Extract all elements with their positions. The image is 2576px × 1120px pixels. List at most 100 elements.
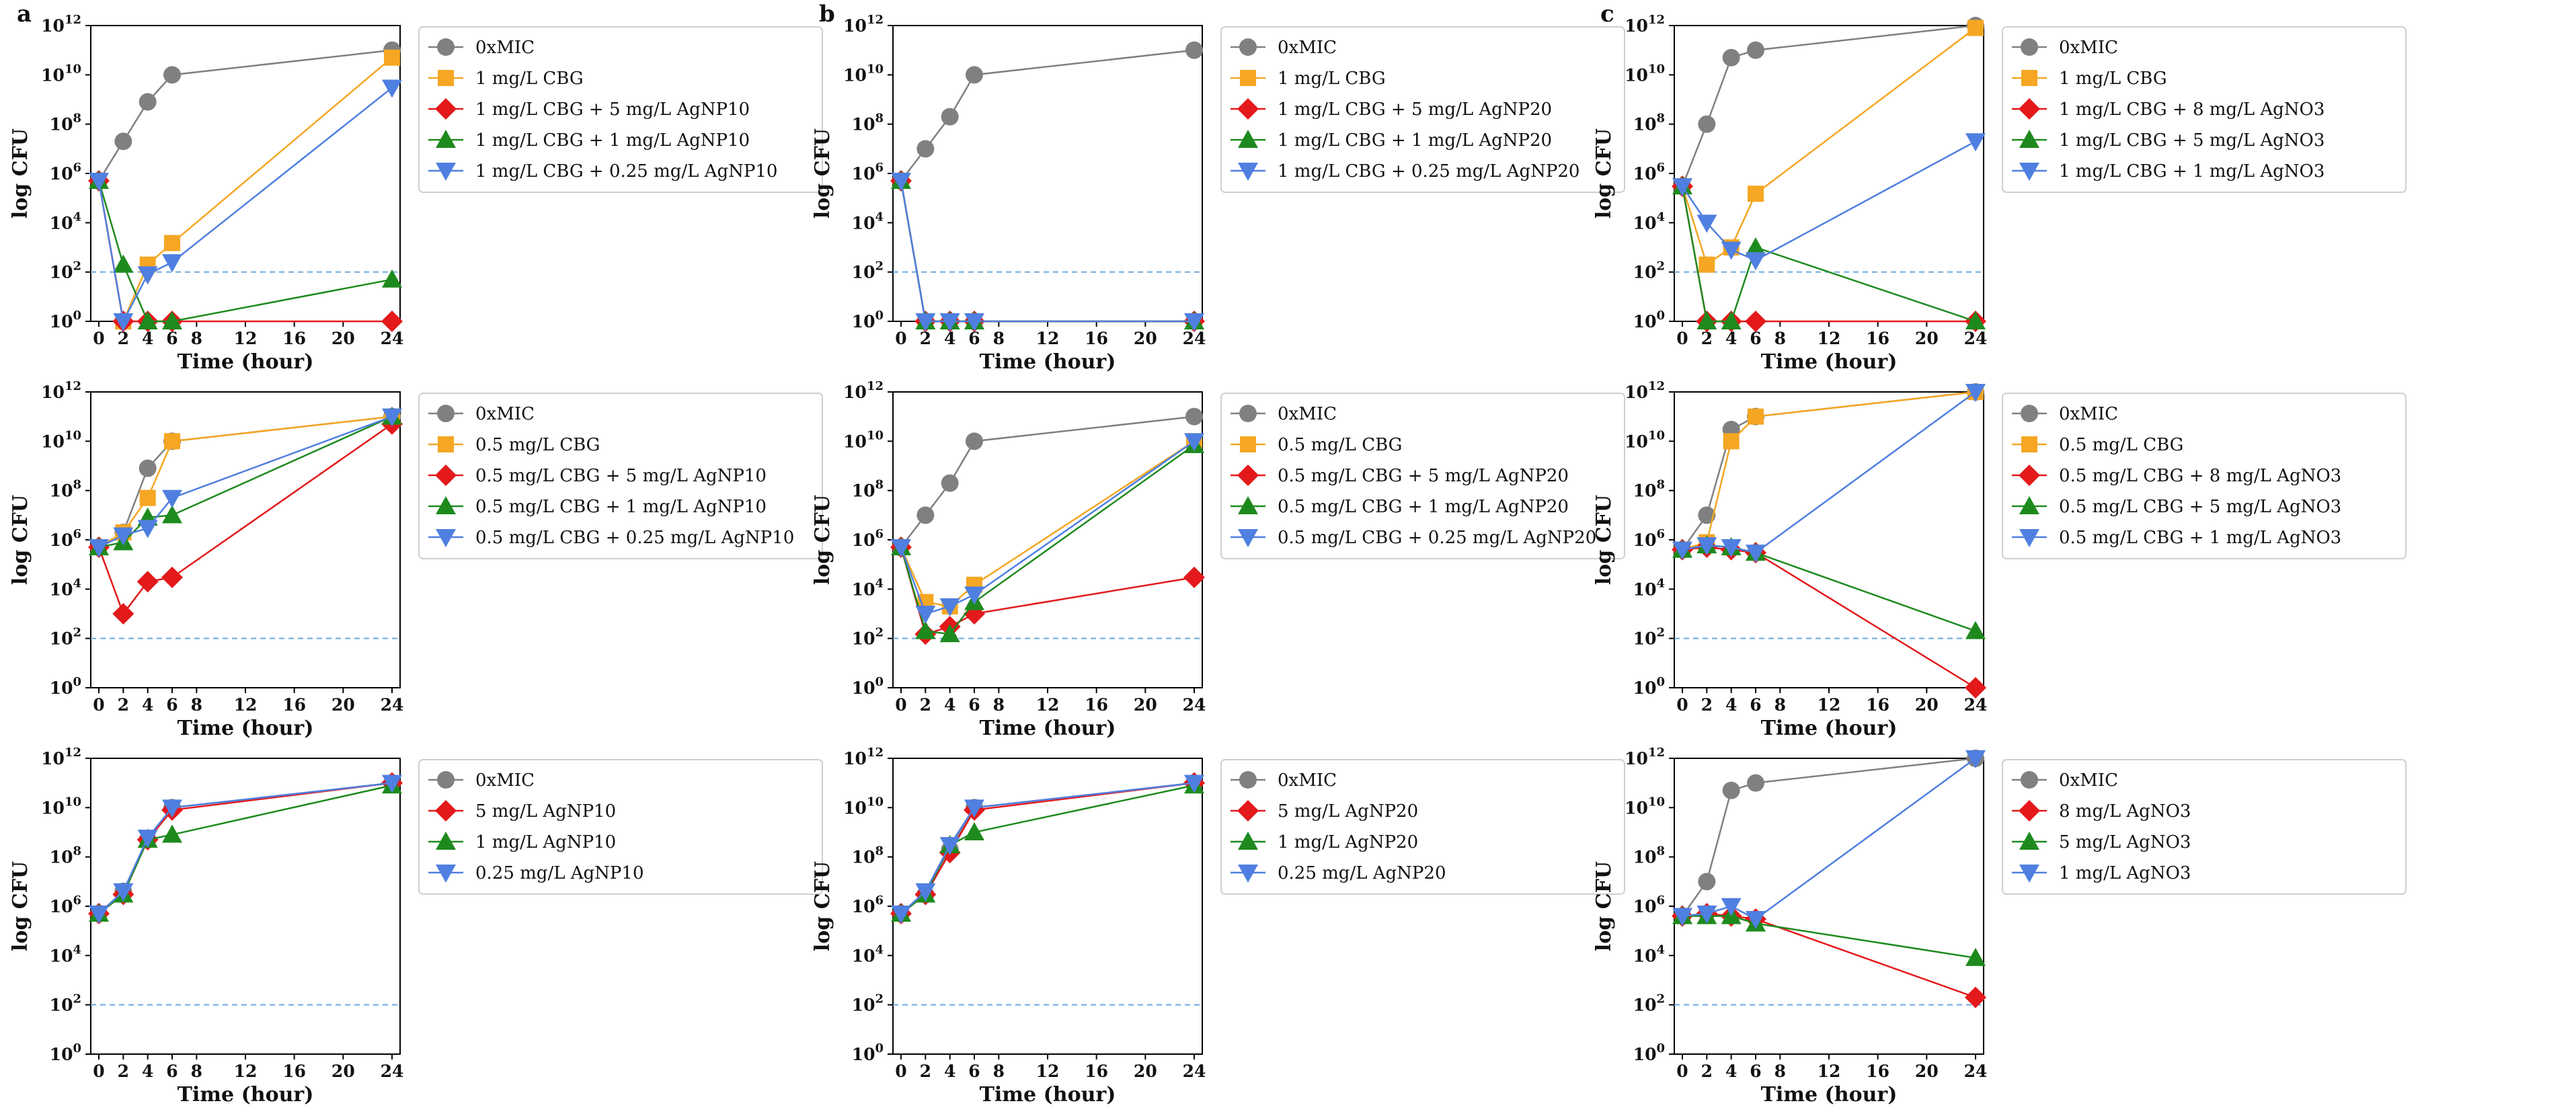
legend-marker: [2019, 800, 2040, 822]
x-tick-label: 16: [1085, 1062, 1108, 1081]
legend-label: 1 mg/L CBG + 1 mg/L AgNP20: [1278, 130, 1552, 151]
chart-panel-4: 0 2 4 6 8 12 16 20 2410010210410610810101012Time…: [9, 379, 823, 740]
legend-marker: [436, 832, 456, 850]
y-tick-label: 100: [50, 309, 81, 331]
series-line: [1682, 546, 1976, 689]
x-axis-label: Time (hour): [1761, 1083, 1898, 1107]
legend-label: 1 mg/L CBG + 1 mg/L AgNP10: [475, 130, 750, 151]
data-point: [915, 621, 936, 639]
y-axis-label: log CFU: [1592, 128, 1616, 218]
legend-marker: [437, 405, 455, 422]
legend-marker: [2019, 529, 2039, 547]
data-point: [1698, 115, 1716, 133]
x-tick-label: 4: [944, 329, 955, 348]
legend-marker: [436, 529, 456, 547]
data-point: [161, 566, 183, 588]
x-tick-label: 8: [1774, 329, 1786, 348]
x-tick-label: 2: [920, 695, 931, 715]
y-tick-label: 106: [852, 893, 884, 916]
data-point: [1745, 311, 1766, 332]
x-tick-label: 8: [993, 1062, 1005, 1081]
data-point: [1967, 19, 1984, 36]
legend-label: 1 mg/L CBG: [1278, 69, 1386, 89]
y-tick-label: 1012: [1625, 379, 1665, 402]
series-line: [1682, 391, 1976, 554]
data-point: [1722, 781, 1740, 799]
y-tick-label: 1010: [843, 795, 884, 817]
data-point: [113, 527, 134, 546]
y-tick-label: 106: [1633, 893, 1665, 916]
data-point: [89, 173, 109, 192]
x-tick-label: 6: [166, 329, 178, 348]
x-tick-label: 4: [142, 1062, 153, 1081]
data-point: [939, 598, 960, 616]
legend-label: 1 mg/L CBG + 8 mg/L AgNO3: [2059, 99, 2325, 120]
legend-label: 1 mg/L CBG: [475, 69, 584, 89]
x-tick-label: 12: [1818, 329, 1841, 348]
x-tick-label: 6: [1750, 329, 1761, 348]
data-point: [139, 489, 156, 506]
legend-marker: [2019, 98, 2040, 120]
y-tick-label: 1012: [41, 13, 81, 36]
legend-marker: [1238, 130, 1258, 148]
y-tick-label: 102: [852, 626, 884, 649]
x-tick-label: 0: [895, 695, 906, 715]
x-axis-label: Time (hour): [178, 717, 314, 740]
x-tick-label: 12: [1036, 329, 1060, 348]
x-tick-label: 20: [331, 329, 355, 348]
data-point: [1696, 214, 1717, 233]
x-tick-label: 12: [1818, 1062, 1841, 1081]
data-point: [384, 49, 400, 66]
y-tick-label: 100: [1633, 309, 1665, 331]
data-point: [1698, 506, 1716, 524]
legend-label: 0xMIC: [475, 38, 535, 58]
series-line: [97, 87, 393, 324]
x-tick-label: 2: [118, 695, 129, 715]
panel-letter: b: [819, 1, 835, 28]
x-tick-label: 0: [93, 1062, 104, 1081]
legend-label: 5 mg/L AgNP10: [475, 801, 616, 822]
data-point: [162, 254, 182, 273]
legend-label: 1 mg/L CBG + 5 mg/L AgNP20: [1278, 99, 1552, 120]
plot-frame: [892, 25, 1203, 322]
data-point: [1699, 256, 1715, 273]
y-tick-label: 106: [50, 161, 81, 184]
x-tick-label: 0: [1676, 1062, 1688, 1081]
legend-marker: [436, 163, 456, 181]
data-point: [137, 311, 158, 329]
data-point: [137, 830, 158, 848]
chart-panel-3: c0 2 4 6 8 12 16 20 2410010210410610810101012Tim…: [1592, 1, 2407, 374]
x-tick-label: 2: [920, 1062, 931, 1081]
data-point: [1965, 986, 1986, 1008]
series-line: [97, 180, 393, 323]
series-line: [900, 180, 1194, 323]
x-tick-label: 4: [1725, 695, 1737, 715]
series-line: [1682, 757, 1976, 920]
x-tick-label: 0: [895, 329, 906, 348]
x-tick-label: 8: [191, 1062, 202, 1081]
chart-panel-8: 0 2 4 6 8 12 16 20 2410010210410610810101012Time…: [811, 746, 1625, 1107]
y-tick-label: 1010: [41, 795, 81, 817]
data-point: [1184, 774, 1204, 793]
data-point: [164, 433, 180, 450]
x-tick-label: 12: [1036, 1062, 1060, 1081]
y-tick-label: 104: [1633, 943, 1665, 965]
x-axis-label: Time (hour): [178, 350, 314, 374]
data-point: [162, 505, 182, 524]
legend-marker: [2019, 130, 2039, 148]
x-tick-label: 16: [1866, 695, 1889, 715]
data-point: [891, 539, 911, 558]
y-tick-label: 106: [1633, 161, 1665, 184]
data-point: [1965, 384, 1986, 402]
y-tick-label: 106: [50, 527, 81, 550]
legend-marker: [436, 130, 456, 148]
y-tick-label: 106: [852, 527, 884, 550]
data-point: [113, 883, 134, 902]
legend-marker: [1237, 465, 1259, 486]
y-tick-label: 106: [1633, 527, 1665, 550]
data-point: [1965, 133, 1986, 152]
x-tick-label: 2: [920, 329, 931, 348]
y-tick-label: 104: [1633, 210, 1665, 233]
data-point: [1183, 566, 1205, 588]
data-point: [1696, 537, 1717, 556]
